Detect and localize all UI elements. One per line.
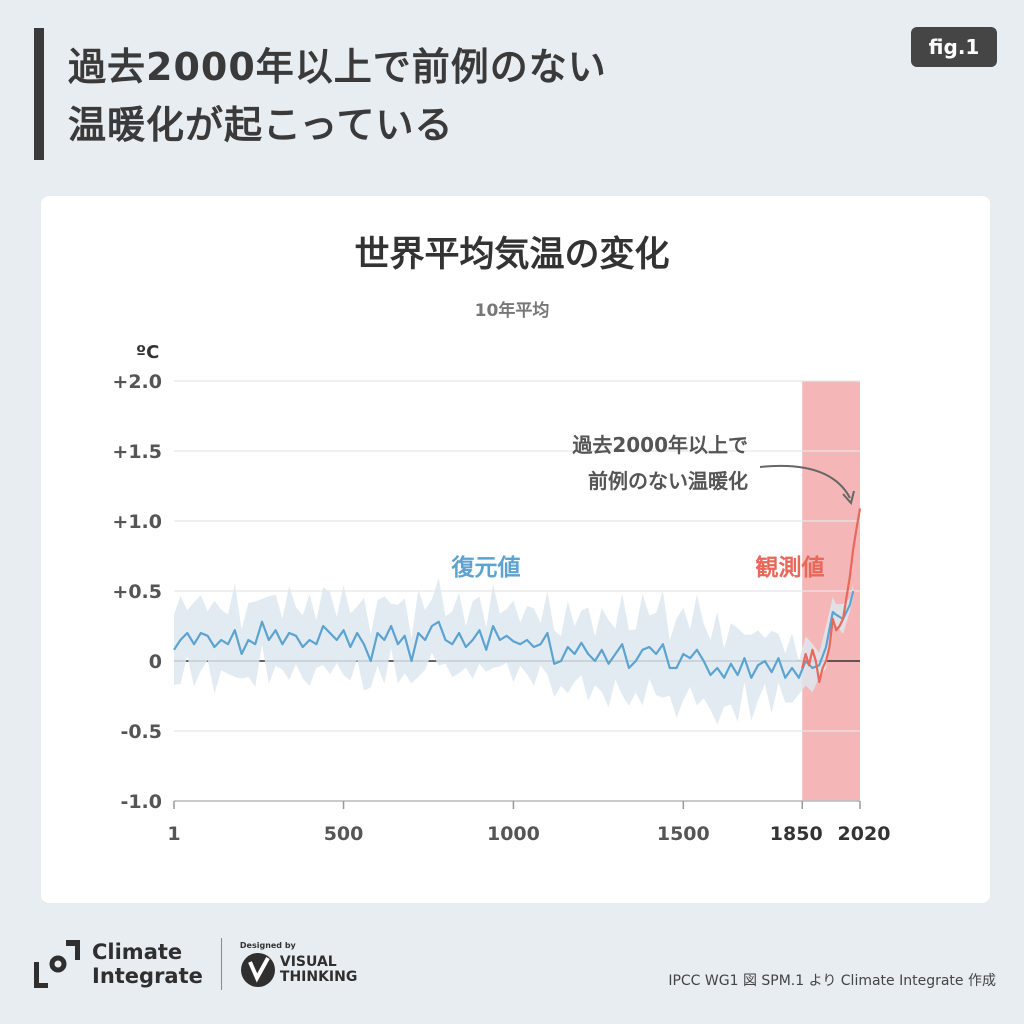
visual-thinking-logo: Designed by VISUAL THINKING [240,941,357,988]
callout-arrowhead-icon [842,490,855,506]
callout-line-1: 過去2000年以上で [572,433,748,457]
y-tick-label: 0 [149,651,162,673]
title-line-2: 温暖化が起こっている [68,103,454,147]
y-tick-label: +1.5 [112,441,162,463]
x-tick-label: 1 [167,823,180,845]
observed-series-line [801,508,862,684]
reconstructed-label: 復元値 [451,554,521,581]
y-tick-label: -1.0 [120,791,162,813]
y-tick-label: -0.5 [120,721,162,743]
y-tick-label: +2.0 [112,371,162,393]
vt-line-1: VISUAL [279,953,337,970]
logo-line-1: Climate [92,940,183,964]
y-tick-label: +1.0 [112,511,162,533]
reconstructed-series-line [173,590,855,679]
figure-badge: fig.1 [911,27,997,67]
y-tick-label: +0.5 [112,581,162,603]
x-tick-label: 1500 [657,823,710,845]
callout-arrow [759,464,851,499]
designed-by-label: Designed by [239,940,296,950]
x-tick-label: 2020 [838,823,891,845]
climate-integrate-logo-icon [34,940,80,988]
observed-label: 観測値 [756,554,825,581]
source-note: IPCC WG1 図 SPM.1 より Climate Integrate 作成 [668,973,996,989]
callout-line-2: 前例のない温暖化 [588,469,748,493]
logo-line-2: Integrate [92,964,203,988]
visual-thinking-mark-icon [240,952,275,987]
chart-title: 世界平均気温の変化 [354,234,669,275]
title-line-1: 過去2000年以上で前例のない [68,45,607,89]
footer-divider [220,938,222,990]
footer-logos: Climate Integrate Designed by VISUAL THI… [34,938,357,990]
uncertainty-band [174,577,854,725]
vt-line-2: THINKING [279,968,358,985]
x-tick-label: 1850 [770,823,823,845]
chart-subtitle: 10年平均 [475,300,550,321]
page-title: 過去2000年以上で前例のない 温暖化が起こっている [68,38,607,154]
y-axis-unit: ºC [136,342,159,363]
title-accent-bar [34,28,44,160]
climate-integrate-logo-text: Climate Integrate [92,940,203,988]
x-tick-label: 1000 [487,823,540,845]
x-tick-label: 500 [324,823,364,845]
